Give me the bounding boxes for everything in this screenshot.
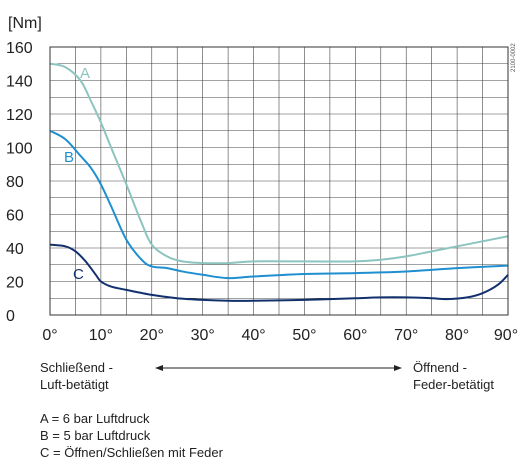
closing-label-line2: Luft-betätigt bbox=[40, 377, 109, 392]
x-tick-label: 20° bbox=[140, 327, 164, 344]
plot-frame bbox=[49, 46, 509, 316]
y-tick-label: 20 bbox=[6, 275, 24, 292]
x-tick-label: 10° bbox=[89, 327, 113, 344]
y-tick-label: 160 bbox=[6, 40, 33, 57]
y-tick-label: 100 bbox=[6, 141, 33, 158]
series-line-a bbox=[49, 62, 509, 265]
y-axis-label: [Nm] bbox=[8, 15, 42, 32]
opening-label-line1: Öffnend - bbox=[413, 360, 467, 375]
series-label-b: B bbox=[64, 149, 74, 166]
opening-label-line2: Feder-betätigt bbox=[413, 377, 494, 392]
x-tick-label: 0° bbox=[42, 327, 57, 344]
x-tick-label: 40° bbox=[241, 327, 265, 344]
y-tick-label: 0 bbox=[6, 308, 15, 325]
legend-c: C = Öffnen/Schließen mit Feder bbox=[40, 445, 223, 460]
legend-a: A = 6 bar Luftdruck bbox=[40, 411, 150, 426]
y-tick-labels: 0 20 40 60 80 100 120 140 160 bbox=[6, 40, 33, 325]
grid-lines bbox=[49, 46, 509, 316]
x-tick-label: 50° bbox=[292, 327, 316, 344]
watermark: 2100-0002 bbox=[511, 43, 517, 72]
series-label-a: A bbox=[80, 65, 90, 82]
series-line-b bbox=[49, 129, 509, 280]
x-tick-label: 80° bbox=[445, 327, 469, 344]
series-label-c: C bbox=[73, 266, 84, 283]
x-tick-label: 90° bbox=[494, 327, 518, 344]
y-tick-label: 60 bbox=[6, 208, 24, 225]
direction-arrow bbox=[155, 365, 402, 371]
y-tick-label: 40 bbox=[6, 241, 24, 258]
series-line-c bbox=[49, 243, 509, 302]
legend-b: B = 5 bar Luftdruck bbox=[40, 428, 151, 443]
y-tick-label: 80 bbox=[6, 174, 24, 191]
x-tick-label: 60° bbox=[343, 327, 367, 344]
series-lines bbox=[49, 62, 509, 302]
closing-label-line1: Schließend - bbox=[40, 360, 113, 375]
y-tick-label: 120 bbox=[6, 107, 33, 124]
x-tick-label: 30° bbox=[191, 327, 215, 344]
y-tick-label: 140 bbox=[6, 74, 33, 91]
x-tick-label: 70° bbox=[394, 327, 418, 344]
series-labels: A B C bbox=[64, 65, 90, 283]
x-tick-labels: 0° 10° 20° 30° 40° 50° 60° 70° 80° 90° bbox=[42, 327, 518, 344]
